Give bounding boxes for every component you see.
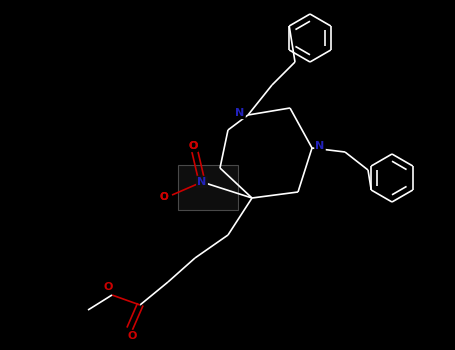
Text: O: O bbox=[188, 141, 197, 151]
Text: N: N bbox=[197, 177, 207, 187]
Text: N: N bbox=[315, 141, 324, 151]
Text: O: O bbox=[127, 331, 136, 341]
Text: O: O bbox=[188, 141, 197, 151]
Bar bbox=[178, 165, 238, 210]
Text: O: O bbox=[160, 192, 168, 202]
Text: N: N bbox=[235, 108, 245, 118]
Text: O: O bbox=[160, 192, 168, 202]
Text: N: N bbox=[197, 177, 207, 187]
Text: O: O bbox=[103, 282, 113, 292]
